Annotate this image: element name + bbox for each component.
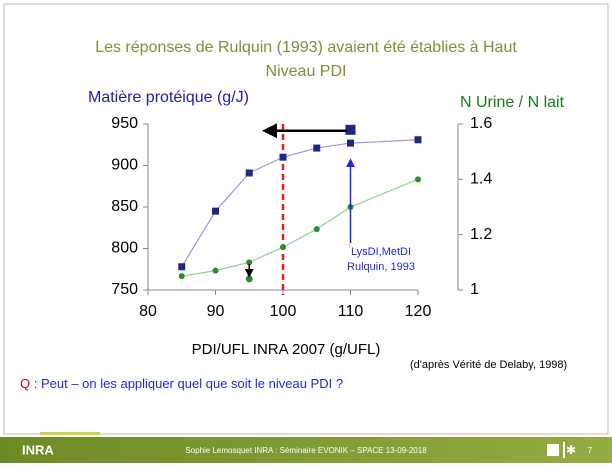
point <box>178 273 185 280</box>
y2-tick-label: 1.6 <box>470 115 492 132</box>
point <box>178 263 186 271</box>
point <box>280 244 286 251</box>
y2-tick-label: 1.2 <box>470 226 492 243</box>
frame <box>3 3 609 435</box>
question-prefix: Q <box>20 376 30 391</box>
footer-divider <box>563 442 565 458</box>
y-tick-label: 750 <box>111 281 138 298</box>
point <box>347 139 354 147</box>
point <box>345 124 356 135</box>
x-axis-title: PDI/UFL INRA 2007 (g/UFL) <box>192 341 381 358</box>
y-tick-label: 900 <box>111 157 138 174</box>
footer-text: Sophie Lemosquet INRA : Séminaire EVONIK… <box>185 446 427 455</box>
y2-tick-label: 1.4 <box>470 171 492 188</box>
point <box>246 259 253 266</box>
footer-icon <box>547 444 559 456</box>
footer-star: ✱ <box>566 443 576 457</box>
x-tick-label: 100 <box>270 303 297 320</box>
point <box>313 144 321 152</box>
x-tick-label: 80 <box>139 303 157 320</box>
question: Q : Peut – on les appliquer quel que soi… <box>20 376 343 391</box>
page-number: 7 <box>588 446 593 455</box>
point <box>212 207 219 215</box>
annotation-box <box>350 243 412 277</box>
footer-bar <box>0 437 612 463</box>
y-tick-label: 850 <box>111 198 138 215</box>
title-line-2: Niveau PDI <box>266 63 347 80</box>
footer-accent <box>40 432 100 435</box>
point <box>414 136 422 144</box>
annotation-text: LysDI,MetDI <box>351 246 411 258</box>
y-tick-label: 950 <box>111 115 138 132</box>
point <box>279 153 287 161</box>
x-tick-label: 110 <box>338 303 364 320</box>
point <box>212 267 219 274</box>
chart: 750 800 850 900 950 1 1.2 1.4 1.6 80 90 100 110 120 PD… <box>88 89 565 358</box>
annotation-text: Rulquin, 1993 <box>347 261 415 273</box>
point <box>415 176 421 183</box>
y-tick-label: 800 <box>111 240 138 257</box>
y-axis-title: Matière protéique (g/J) <box>88 89 249 106</box>
y2-tick-label: 1 <box>470 281 479 298</box>
point <box>313 226 320 233</box>
footer-logo: INRA <box>22 442 54 457</box>
point <box>245 275 253 283</box>
x-tick-label: 90 <box>207 303 225 320</box>
title-line-1: Les réponses de Rulquin (1993) avaient é… <box>95 39 517 56</box>
x-tick-label: 120 <box>405 303 432 320</box>
source: (d'après Vérité de Delaby, 1998) <box>410 359 567 371</box>
question-text: : Peut – on les appliquer quel que soit … <box>30 376 343 391</box>
y2-axis-title: N Urine / N lait <box>460 94 565 111</box>
point <box>245 169 253 177</box>
